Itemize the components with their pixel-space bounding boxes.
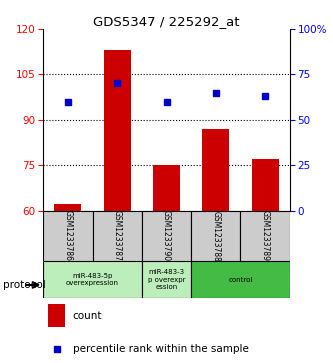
Bar: [93, 211, 142, 261]
Bar: [251, 159, 279, 211]
Text: GSM1233786: GSM1233786: [63, 211, 73, 261]
Bar: [54, 204, 82, 211]
Bar: [43, 211, 93, 261]
Title: GDS5347 / 225292_at: GDS5347 / 225292_at: [93, 15, 240, 28]
Bar: [142, 261, 191, 298]
Bar: [104, 50, 131, 211]
Text: miR-483-5p
overexpression: miR-483-5p overexpression: [66, 273, 119, 286]
Text: protocol: protocol: [3, 280, 46, 290]
Text: GSM1233788: GSM1233788: [211, 211, 220, 261]
Bar: [142, 211, 191, 261]
Bar: [240, 211, 290, 261]
Text: count: count: [73, 311, 102, 321]
Bar: [153, 165, 180, 211]
Text: control: control: [228, 277, 253, 282]
Bar: [202, 129, 229, 211]
Text: GSM1233790: GSM1233790: [162, 211, 171, 261]
Bar: [191, 261, 290, 298]
Text: miR-483-3
p overexpr
ession: miR-483-3 p overexpr ession: [148, 269, 185, 290]
Bar: [43, 261, 142, 298]
Bar: [191, 211, 240, 261]
Bar: [48, 304, 66, 327]
Text: GSM1233789: GSM1233789: [260, 211, 270, 261]
Text: GSM1233787: GSM1233787: [113, 211, 122, 261]
Text: percentile rank within the sample: percentile rank within the sample: [73, 344, 249, 354]
